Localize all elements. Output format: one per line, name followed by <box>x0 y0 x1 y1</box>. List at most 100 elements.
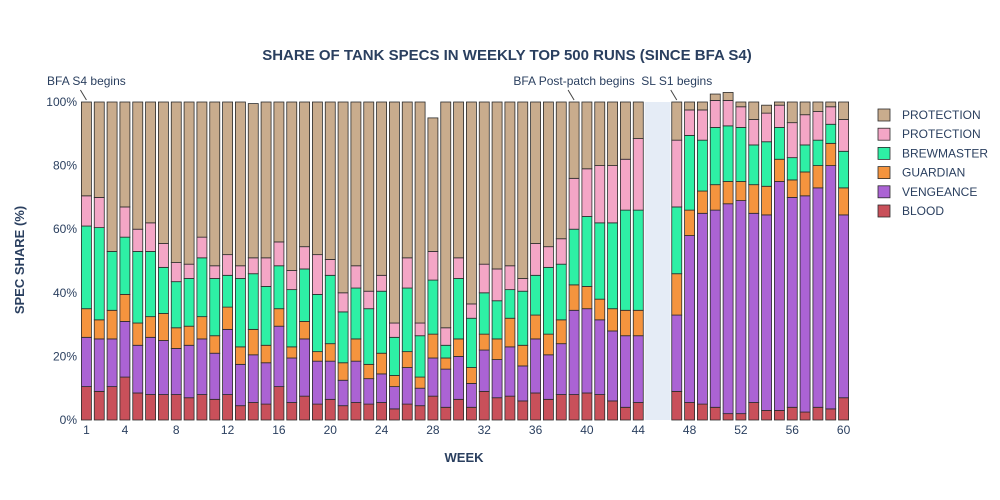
bar-segment-vengeance-week-49 <box>697 212 708 405</box>
legend-item-protection[interactable]: PROTECTION <box>877 127 981 141</box>
bar-segment-guardian-week-7 <box>158 313 169 341</box>
legend-item-brewmaster[interactable]: BREWMASTER <box>877 146 988 160</box>
bar-segment-vengeance-week-22 <box>350 360 362 403</box>
bar-segment-brewmaster-week-36 <box>530 274 541 316</box>
legend-swatch <box>877 146 891 160</box>
bars <box>81 92 849 421</box>
bar-segment-protection-week-31 <box>466 303 477 319</box>
bar-segment-brewmaster-week-49 <box>697 139 708 192</box>
bar-segment-brewmaster-week-29 <box>440 344 452 359</box>
bar-segment-blood-week-8 <box>170 394 182 421</box>
bar-segment-brewmaster-week-51 <box>722 125 734 182</box>
y-tick-label: 100% <box>46 95 77 109</box>
legend-item-protection[interactable]: PROTECTION <box>877 108 981 122</box>
bar-segment-protection-week-60 <box>838 119 849 152</box>
bar-segment-guardian-week-51 <box>722 181 734 205</box>
bar-segment-protection-week-43 <box>620 158 631 211</box>
bar-segment-blood-week-19 <box>312 403 323 421</box>
legend-item-vengeance[interactable]: VENGEANCE <box>877 185 977 199</box>
bar-segment-protection-week-22 <box>350 265 362 289</box>
bar-segment-vengeance-week-40 <box>581 308 593 394</box>
x-tick-labels: 1 4 8 12 16 20 24 28 32 36 40 44 48 52 56 60 <box>83 423 851 437</box>
bar-segment-protection-week-35 <box>517 101 529 279</box>
bar-segment-brewmaster-week-19 <box>312 293 323 353</box>
x-tick-label: 28 <box>426 423 440 437</box>
bar-segment-protection-week-20 <box>324 101 336 260</box>
bar-segment-guardian-week-56 <box>786 179 798 198</box>
bar-segment-brewmaster-week-42 <box>607 222 618 310</box>
bar-segment-guardian-week-22 <box>350 338 362 362</box>
bar-segment-protection-week-39 <box>568 101 580 179</box>
bar-segment-vengeance-week-38 <box>555 343 567 395</box>
bar-segment-protection-week-26 <box>401 101 413 259</box>
bar-segment-protection-week-8 <box>170 101 182 263</box>
x-tick-label: 32 <box>478 423 492 437</box>
legend-item-guardian[interactable]: GUARDIAN <box>877 166 965 180</box>
bar-segment-guardian-week-3 <box>106 309 118 340</box>
bar-segment-protection-week-49 <box>697 101 708 111</box>
bar-segment-blood-week-34 <box>504 395 516 421</box>
bar-segment-brewmaster-week-15 <box>260 286 272 346</box>
bar-segment-protection-week-4 <box>119 101 131 208</box>
bar-segment-protection-week-15 <box>260 101 272 259</box>
bar-segment-protection-week-2 <box>93 196 105 229</box>
bar-segment-protection-week-40 <box>581 101 593 170</box>
bar-segment-brewmaster-week-34 <box>504 289 516 319</box>
y-tick-label: 20% <box>53 349 77 363</box>
bar-segment-vengeance-week-51 <box>722 203 734 415</box>
bar-segment-blood-week-38 <box>555 394 567 421</box>
bar-segment-vengeance-week-17 <box>286 357 298 403</box>
bar-segment-blood-week-30 <box>453 398 464 421</box>
bar-segment-blood-week-7 <box>158 394 169 421</box>
bar-segment-guardian-week-53 <box>748 184 760 214</box>
bar-segment-guardian-week-26 <box>401 351 413 368</box>
annotation-arrow <box>567 89 575 101</box>
bar-segment-vengeance-week-4 <box>119 321 131 378</box>
bar-segment-brewmaster-week-47 <box>671 206 683 275</box>
bar-segment-guardian-week-49 <box>697 190 708 214</box>
x-tick-label: 24 <box>375 423 389 437</box>
bar-segment-protection-week-32 <box>478 263 490 294</box>
bar-segment-protection-week-28 <box>427 117 439 252</box>
bar-segment-guardian-week-28 <box>427 333 439 359</box>
bar-segment-guardian-week-25 <box>389 375 400 388</box>
bar-segment-guardian-week-54 <box>761 185 772 216</box>
bar-segment-blood-week-15 <box>260 403 272 421</box>
bar-segment-protection-week-58 <box>812 101 824 112</box>
bar-segment-vengeance-week-47 <box>671 314 683 392</box>
bar-segment-vengeance-week-53 <box>748 212 760 403</box>
y-tick-label: 80% <box>53 159 77 173</box>
bar-segment-protection-week-12 <box>222 254 233 276</box>
bar-segment-vengeance-week-48 <box>684 235 695 403</box>
bar-segment-brewmaster-week-53 <box>748 144 760 186</box>
bar-segment-guardian-week-60 <box>838 187 849 216</box>
bar-segment-vengeance-week-28 <box>427 357 439 397</box>
bar-segment-vengeance-week-9 <box>183 344 195 399</box>
legend[interactable]: PROTECTION PROTECTION BREWMASTER GUARDIAN VE… <box>877 108 988 218</box>
bar-segment-guardian-week-13 <box>235 346 246 365</box>
x-tick-label: 1 <box>83 423 90 437</box>
x-tick-label: 20 <box>324 423 338 437</box>
bar-segment-vengeance-week-13 <box>235 363 246 407</box>
x-tick-label: 8 <box>173 423 180 437</box>
bar-segment-vengeance-week-54 <box>761 214 772 411</box>
bar-segment-blood-week-43 <box>620 406 631 421</box>
bar-segment-guardian-week-41 <box>594 298 606 321</box>
bar-segment-vengeance-week-39 <box>568 309 580 395</box>
bar-segment-guardian-week-48 <box>684 209 695 236</box>
bar-segment-guardian-week-15 <box>260 344 272 364</box>
bar-segment-guardian-week-58 <box>812 165 824 189</box>
legend-item-blood[interactable]: BLOOD <box>877 204 944 218</box>
bar-segment-brewmaster-week-37 <box>543 266 554 335</box>
bar-segment-guardian-week-11 <box>209 335 221 354</box>
bar-segment-guardian-week-14 <box>247 328 259 356</box>
bar-segment-protection-week-30 <box>453 257 464 279</box>
bar-segment-blood-week-32 <box>478 390 490 421</box>
bar-segment-blood-week-31 <box>466 406 477 421</box>
bar-segment-protection-week-3 <box>106 101 118 252</box>
bar-segment-protection-week-38 <box>555 101 567 240</box>
bar-segment-vengeance-week-16 <box>273 325 285 388</box>
bar-segment-guardian-week-4 <box>119 293 131 322</box>
bar-segment-blood-week-57 <box>799 411 811 421</box>
